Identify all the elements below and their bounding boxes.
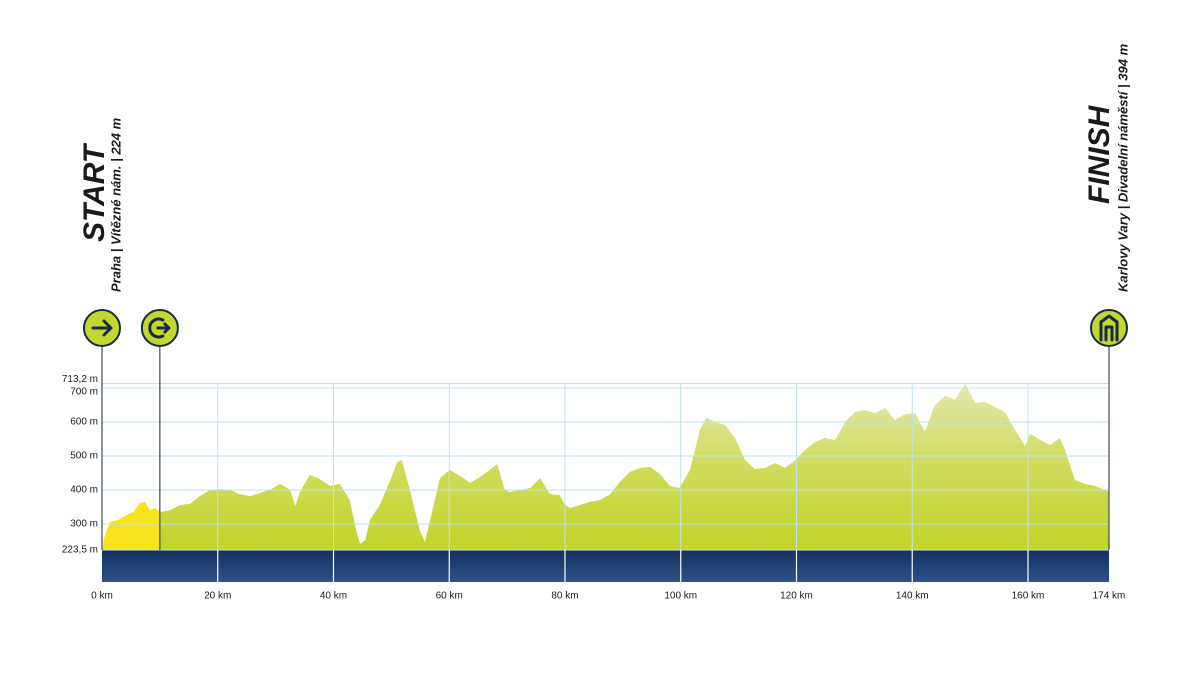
x-tick-label: 120 km [780,591,813,602]
finish-title: FINISH [1083,104,1116,204]
icon-glyph [91,319,113,337]
elevation-area [102,501,160,550]
y-tick-label: 700 m [70,387,98,398]
icon-glyph [1099,314,1119,342]
x-tick-label: 0 km [91,591,113,602]
x-tick-label: 174 km [1093,591,1126,602]
icon-glyph [148,317,171,339]
start-title: START [78,142,111,242]
elevation-area [159,383,1110,550]
x-tick-label: 140 km [896,591,929,602]
x-tick-label: 60 km [436,591,463,602]
x-tick-label: 160 km [1012,591,1045,602]
y-tick-label: 223,5 m [62,545,98,556]
base-band [102,550,1109,582]
y-tick-label: 300 m [70,519,98,530]
y-tick-label: 500 m [70,451,98,462]
x-tick-label: 20 km [204,591,231,602]
start-subtitle: Praha | Vítězné nám. | 224 m [108,117,123,292]
y-tick-label: 713,2 m [62,374,98,385]
finish-subtitle: Karlovy Vary | Divadelní náměstí | 394 m [1115,43,1130,292]
y-tick-label: 600 m [70,417,98,428]
x-tick-label: 100 km [664,591,697,602]
y-tick-label: 400 m [70,485,98,496]
x-tick-label: 80 km [551,591,578,602]
x-tick-label: 40 km [320,591,347,602]
